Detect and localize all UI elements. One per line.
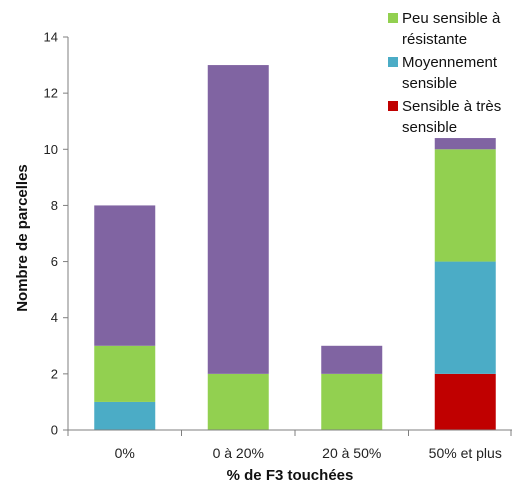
bar-segment — [321, 345, 383, 374]
legend-label: sensible — [402, 119, 457, 136]
x-tick-label: 0% — [115, 445, 135, 461]
bar-segment — [434, 261, 496, 374]
legend: Peu sensible à résistante Moyennement sensi… — [388, 10, 501, 136]
legend-label: Moyennement — [402, 54, 498, 71]
y-axis-title: Nombre de parcelles — [14, 164, 31, 312]
bar-segment — [94, 401, 156, 430]
x-tick-label: 50% et plus — [429, 445, 502, 461]
bar-segment — [434, 138, 496, 150]
x-tick-label: 0 à 20% — [213, 445, 264, 461]
legend-label: Peu sensible à — [402, 10, 501, 27]
bar-segment — [434, 373, 496, 430]
plot-area — [94, 65, 496, 430]
y-tick-label: 2 — [51, 366, 58, 381]
bar-segment — [321, 373, 383, 430]
y-axis: 0 2 4 6 8 10 12 14 — [44, 30, 69, 438]
bar-segment — [434, 149, 496, 262]
legend-label: sensible — [402, 75, 457, 92]
y-tick-label: 10 — [44, 142, 58, 157]
legend-swatch — [388, 101, 398, 111]
bar-segment — [94, 205, 156, 346]
x-axis: 0% 0 à 20% 20 à 50% 50% et plus — [67, 429, 512, 461]
bar-segment — [207, 373, 269, 430]
bar-segment — [94, 345, 156, 402]
bar-segment — [207, 65, 269, 374]
legend-label: résistante — [402, 31, 467, 48]
legend-swatch — [388, 57, 398, 67]
y-tick-label: 14 — [44, 30, 58, 45]
y-tick-label: 4 — [51, 310, 58, 325]
y-tick-label: 0 — [51, 423, 58, 438]
x-axis-title: % de F3 touchées — [227, 467, 354, 483]
y-tick-label: 8 — [51, 198, 58, 213]
y-tick-label: 12 — [44, 86, 58, 101]
y-tick-label: 6 — [51, 254, 58, 269]
x-tick-label: 20 à 50% — [322, 445, 381, 461]
legend-label: Sensible à très — [402, 98, 501, 115]
legend-swatch — [388, 13, 398, 23]
